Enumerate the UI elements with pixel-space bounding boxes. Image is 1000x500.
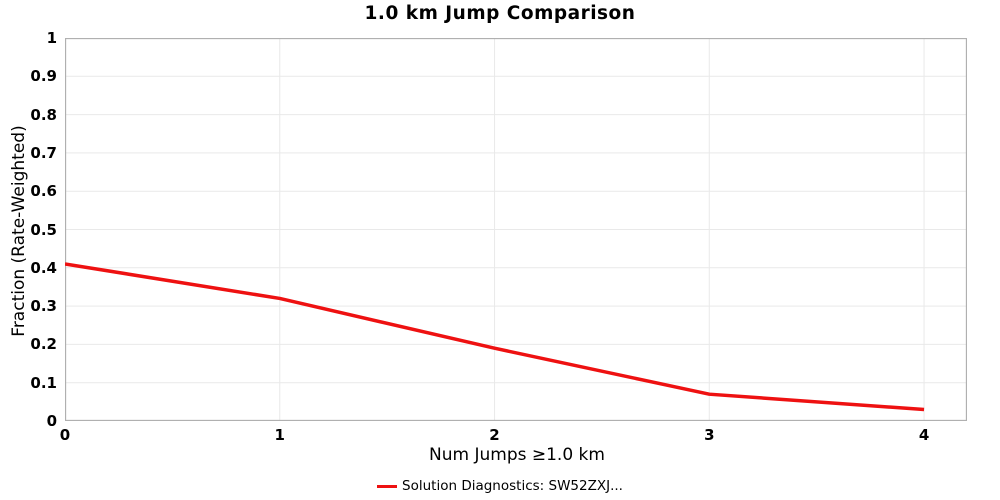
y-tick-label: 0.5: [30, 220, 57, 239]
x-tick-label: 1: [274, 426, 285, 444]
y-tick-label: 0.6: [30, 182, 57, 201]
y-tick-label: 0.4: [30, 258, 57, 277]
x-tick-label: 3: [704, 426, 715, 444]
y-tick-label: 0.3: [30, 297, 57, 316]
x-tick-label: 2: [489, 426, 500, 444]
y-tick-label: 0: [46, 412, 57, 430]
y-tick-label: 0.1: [30, 373, 57, 392]
y-tick-label: 0.9: [30, 67, 57, 86]
y-axis-label: Fraction (Rate-Weighted): [9, 125, 29, 337]
plot-border: [65, 38, 967, 421]
plot-area: [65, 38, 967, 421]
chart-title: 1.0 km Jump Comparison: [364, 3, 636, 24]
legend-label: Solution Diagnostics: SW52ZXJ...: [402, 478, 623, 494]
y-tick-label: 0.7: [30, 143, 57, 162]
x-tick-label: 4: [918, 426, 930, 444]
legend: Solution Diagnostics: SW52ZXJ...: [0, 478, 1000, 494]
y-tick-label: 0.2: [30, 335, 57, 354]
data-line: [65, 262, 925, 412]
x-axis-label: Num Jumps ≥1.0 km: [429, 445, 605, 465]
y-tick-label: 1: [46, 29, 57, 47]
y-tick-label: 0.8: [30, 105, 57, 124]
legend-line-marker: [377, 484, 398, 488]
x-tick-label: 0: [59, 426, 71, 444]
